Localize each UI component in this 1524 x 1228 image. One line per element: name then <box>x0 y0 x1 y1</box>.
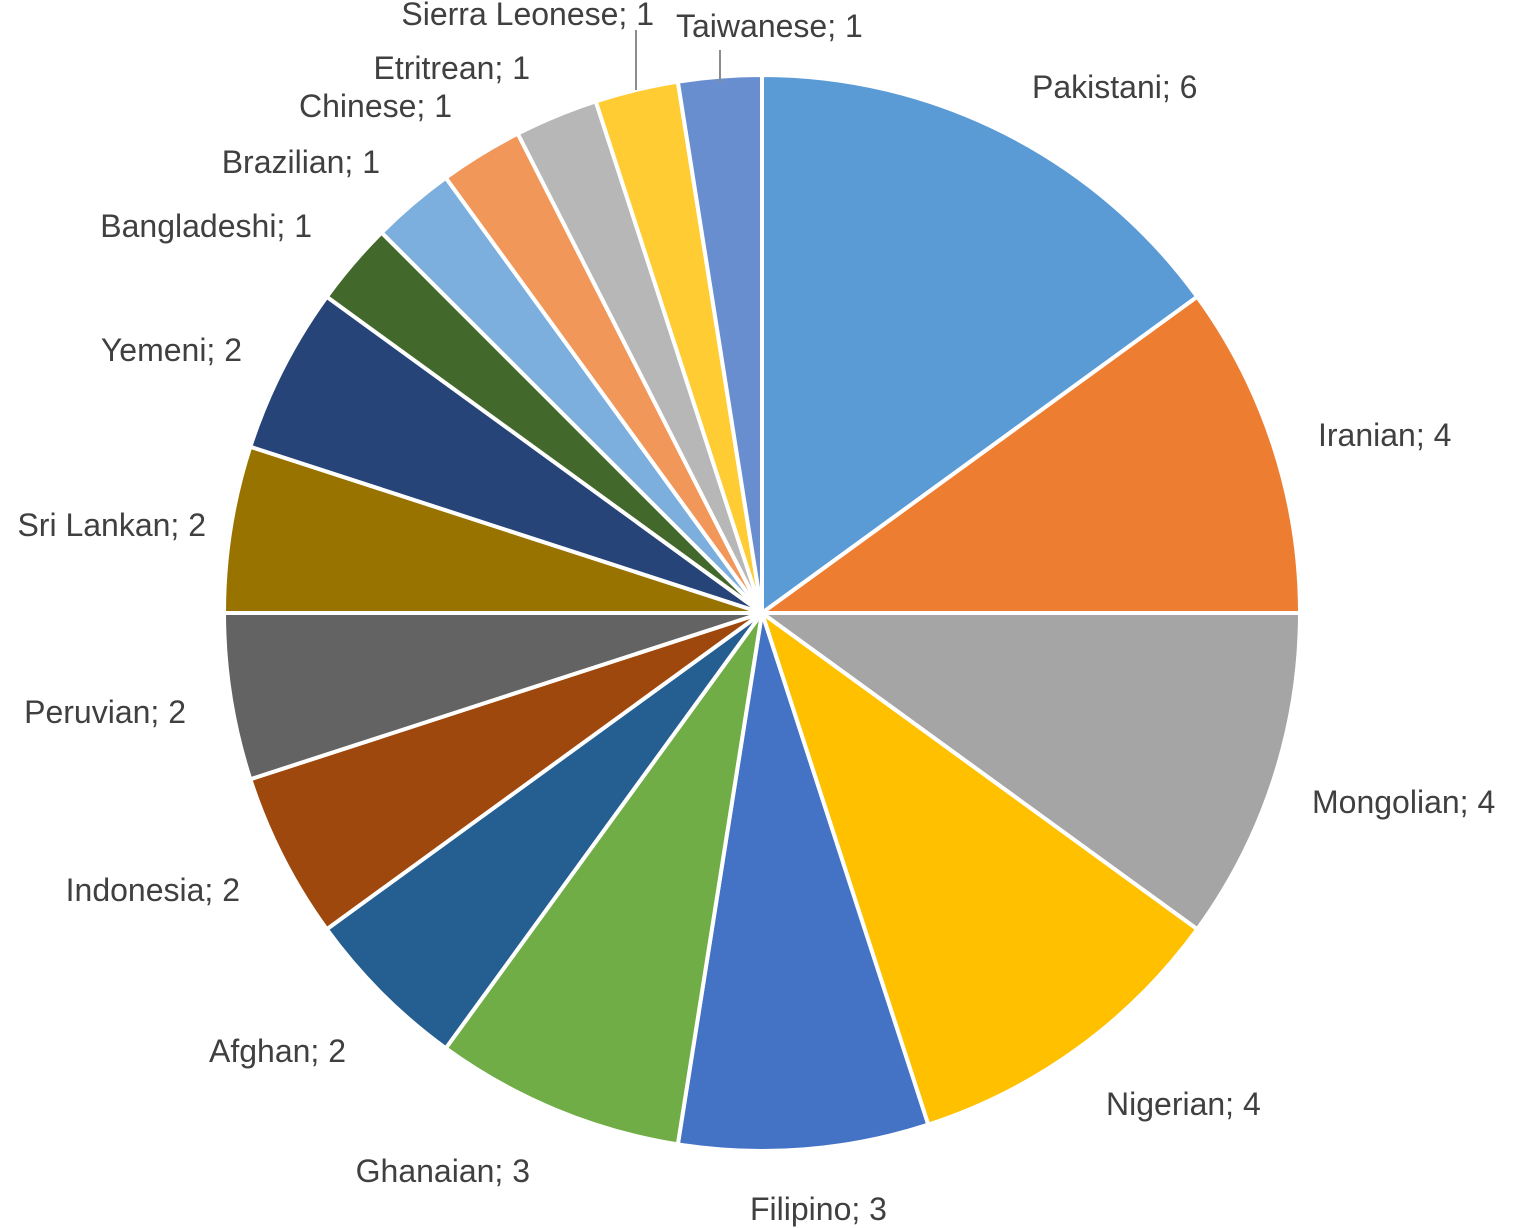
slice-label-sierra-leonese: Sierra Leonese; 1 <box>401 0 654 32</box>
slices-layer <box>222 73 1302 1153</box>
pie-slice-ghanaian <box>443 611 764 1147</box>
slice-label-indonesia: Indonesia; 2 <box>66 872 240 908</box>
slice-label-peruvian: Peruvian; 2 <box>24 694 186 730</box>
pie-slice-sri-lankan <box>222 444 764 615</box>
slice-label-pakistani: Pakistani; 6 <box>1032 69 1197 105</box>
slice-label-ghanaian: Ghanaian; 3 <box>356 1153 530 1189</box>
pie-slice-iranian <box>760 294 1302 615</box>
leader-lines-layer <box>635 30 721 90</box>
slice-label-brazilian: Brazilian; 1 <box>222 144 380 180</box>
slice-label-sri-lankan: Sri Lankan; 2 <box>17 507 206 543</box>
slice-label-yemeni: Yemeni; 2 <box>101 332 242 368</box>
slice-label-filipino: Filipino; 3 <box>750 1191 887 1227</box>
pie-slice-nigerian <box>760 611 1200 1127</box>
slice-label-afghan: Afghan; 2 <box>209 1033 346 1069</box>
slice-label-chinese: Chinese; 1 <box>299 88 452 124</box>
slice-label-iranian: Iranian; 4 <box>1318 417 1451 453</box>
slice-label-taiwanese: Taiwanese; 1 <box>676 8 863 44</box>
pie-slice-afghan <box>324 611 764 1051</box>
pie-slice-yemeni <box>248 294 764 615</box>
slice-label-mongolian: Mongolian; 4 <box>1312 784 1495 820</box>
slice-label-bangladeshi: Bangladeshi; 1 <box>100 208 312 244</box>
pie-slice-peruvian <box>222 611 764 782</box>
pie-slice-indonesia <box>248 611 764 932</box>
labels-layer: Pakistani; 6 Iranian; 4 Mongolian; 4 Nigeri… <box>17 0 1495 1227</box>
pie-slice-filipino <box>675 611 931 1153</box>
slice-label-etritrean: Etritrean; 1 <box>373 50 530 86</box>
pie-slice-mongolian <box>760 611 1302 932</box>
pie-slice-pakistani <box>760 73 1200 615</box>
slice-label-nigerian: Nigerian; 4 <box>1106 1086 1261 1122</box>
